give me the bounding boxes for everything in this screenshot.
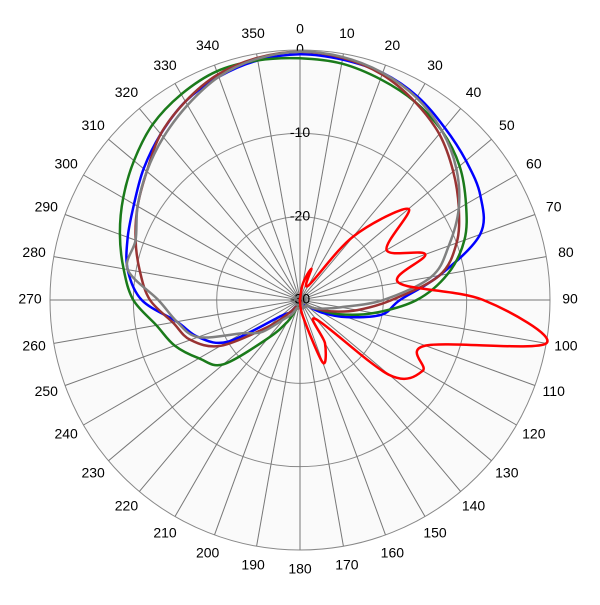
grid-spoke <box>299 299 462 492</box>
grid-spoke <box>214 299 301 536</box>
grid-spoke <box>138 299 301 492</box>
grid-spoke <box>299 256 547 301</box>
angle-label: 90 <box>562 291 578 307</box>
r-tick-label: 0 <box>296 41 304 57</box>
grid-spoke <box>174 83 301 301</box>
angle-label: 80 <box>558 244 574 260</box>
angle-label: 110 <box>543 383 566 399</box>
angle-label: 190 <box>241 557 265 573</box>
grid-spoke <box>53 256 301 301</box>
grid-spoke <box>108 138 301 301</box>
grid-spoke <box>138 108 301 301</box>
angle-label: 170 <box>335 557 359 573</box>
grid-spoke <box>299 299 492 462</box>
grid-spoke <box>299 214 536 301</box>
angle-label: 240 <box>54 426 78 442</box>
angle-label: 150 <box>423 525 447 541</box>
angle-label: 220 <box>115 498 139 514</box>
r-tick-label: -10 <box>290 124 310 140</box>
angle-label: 330 <box>153 57 177 73</box>
angle-label: 210 <box>153 525 177 541</box>
grid-spoke <box>214 64 301 301</box>
angle-label: 40 <box>466 84 482 100</box>
grid-spoke <box>83 174 301 301</box>
grid-spoke <box>299 108 462 301</box>
grid-spoke <box>256 53 301 301</box>
series-line <box>298 207 549 380</box>
angle-label: 140 <box>462 498 486 514</box>
angle-label: 280 <box>22 244 46 260</box>
grid-spoke <box>64 299 301 386</box>
angle-label: 350 <box>241 25 265 41</box>
angle-label: 60 <box>526 156 542 172</box>
grid-spoke <box>299 53 344 301</box>
angle-label: 230 <box>81 464 105 480</box>
angle-label: 300 <box>54 156 78 172</box>
angle-label: 30 <box>427 57 443 73</box>
angle-label: 10 <box>339 25 355 41</box>
grid-spoke <box>299 299 344 547</box>
grid-spoke <box>299 83 426 301</box>
angle-label: 290 <box>35 198 59 214</box>
angle-label: 20 <box>385 37 401 53</box>
grid-spoke <box>299 299 517 426</box>
grid-spoke <box>299 64 386 301</box>
grid-spoke <box>174 299 301 517</box>
grid-spoke <box>64 214 301 301</box>
angle-label: 50 <box>499 117 515 133</box>
angle-label: 100 <box>554 338 578 354</box>
angle-label: 0 <box>296 21 304 37</box>
grid-spoke <box>83 299 301 426</box>
angle-label: 160 <box>381 544 405 560</box>
angle-label: 130 <box>495 464 519 480</box>
grid-spoke <box>256 299 301 547</box>
angle-label: 310 <box>81 117 105 133</box>
angle-label: 120 <box>522 426 546 442</box>
angle-label: 180 <box>288 561 312 577</box>
angle-label: 340 <box>196 37 220 53</box>
angle-label: 250 <box>35 383 59 399</box>
r-tick-label: -20 <box>290 207 310 223</box>
grid-spoke <box>299 299 386 536</box>
angle-label: 270 <box>18 291 42 307</box>
angle-label: 200 <box>196 544 220 560</box>
angle-label: 320 <box>115 84 139 100</box>
angle-label: 260 <box>22 338 46 354</box>
angle-label: 70 <box>546 198 562 214</box>
